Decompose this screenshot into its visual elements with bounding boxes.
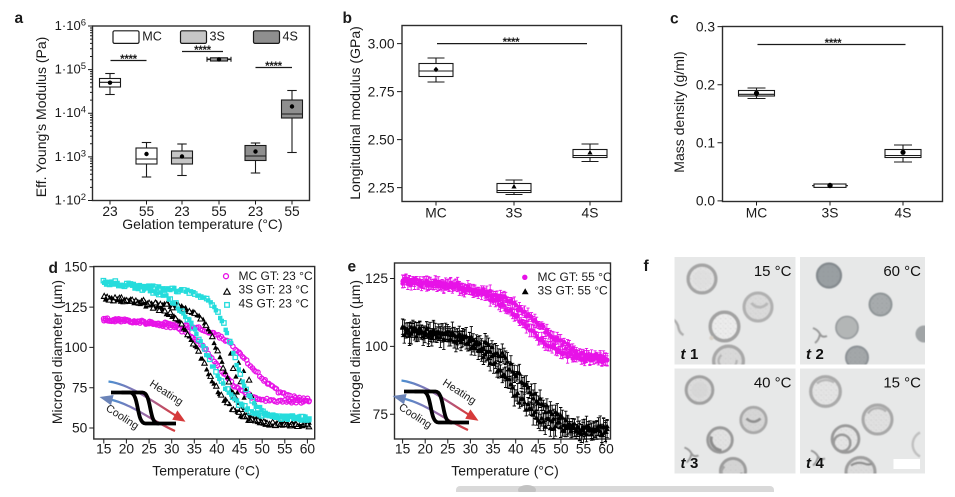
svg-text:23: 23 [248, 204, 264, 219]
svg-text:50: 50 [255, 441, 271, 456]
svg-text:Eff. Young’s Modulus (Pa): Eff. Young’s Modulus (Pa) [33, 37, 49, 198]
svg-text:3S GT: 55 °C: 3S GT: 55 °C [538, 283, 608, 297]
svg-text:15: 15 [96, 441, 112, 456]
svg-text:25: 25 [141, 441, 157, 456]
svg-text:****: **** [503, 37, 521, 49]
svg-text:Gelation temperature (°C): Gelation temperature (°C) [122, 216, 282, 232]
svg-text:1·105: 1·105 [55, 61, 86, 77]
svg-text:25: 25 [440, 441, 456, 456]
svg-text:75: 75 [373, 407, 389, 422]
svg-text:t3: t3 [681, 455, 699, 472]
svg-text:100: 100 [365, 339, 388, 354]
svg-text:4S GT: 23 °C: 4S GT: 23 °C [239, 297, 309, 311]
svg-text:50: 50 [553, 441, 569, 456]
svg-text:****: **** [194, 45, 212, 57]
svg-text:100: 100 [64, 340, 87, 355]
svg-text:30: 30 [164, 441, 180, 456]
svg-text:125: 125 [64, 300, 87, 315]
svg-text:Temperature (°C): Temperature (°C) [152, 463, 260, 479]
svg-text:3S GT: 23 °C: 3S GT: 23 °C [239, 283, 309, 297]
svg-text:MC: MC [746, 206, 767, 221]
svg-text:150: 150 [64, 260, 87, 275]
svg-text:0.0: 0.0 [696, 194, 716, 209]
svg-text:t1: t1 [681, 346, 699, 363]
svg-text:45: 45 [232, 441, 248, 456]
svg-text:b: b [343, 10, 352, 27]
svg-text:f: f [644, 258, 650, 275]
svg-text:40 °C: 40 °C [754, 375, 792, 392]
svg-text:4S: 4S [582, 206, 599, 221]
svg-text:15 °C: 15 °C [754, 263, 792, 280]
svg-text:15 °C: 15 °C [883, 375, 921, 392]
svg-text:MC: MC [142, 29, 162, 43]
svg-text:55: 55 [211, 204, 227, 219]
svg-text:23: 23 [102, 204, 118, 219]
svg-text:4S: 4S [283, 29, 298, 43]
svg-text:2.25: 2.25 [368, 180, 395, 195]
svg-text:2.75: 2.75 [368, 84, 395, 99]
svg-text:0.3: 0.3 [696, 19, 716, 34]
svg-text:MC GT: 23 °C: MC GT: 23 °C [239, 269, 313, 283]
svg-text:55: 55 [284, 204, 300, 219]
svg-text:55: 55 [277, 441, 293, 456]
svg-text:125: 125 [365, 271, 388, 286]
svg-text:3S: 3S [822, 206, 839, 221]
svg-text:1·102: 1·102 [55, 192, 86, 208]
svg-text:75: 75 [72, 380, 88, 395]
svg-text:0.1: 0.1 [696, 136, 715, 151]
svg-text:1·106: 1·106 [55, 18, 86, 34]
svg-text:****: **** [825, 38, 843, 50]
svg-text:Microgel diameter (µm): Microgel diameter (µm) [347, 280, 363, 424]
svg-text:1·103: 1·103 [55, 148, 86, 164]
svg-text:3S: 3S [210, 29, 225, 43]
svg-text:****: **** [120, 54, 138, 66]
svg-text:Microgel diameter (µm): Microgel diameter (µm) [49, 280, 65, 424]
svg-text:t2: t2 [806, 346, 824, 363]
svg-text:****: **** [265, 61, 283, 73]
svg-text:Longitudinal modulus (GPa): Longitudinal modulus (GPa) [347, 26, 363, 200]
svg-text:35: 35 [187, 441, 203, 456]
svg-text:50: 50 [72, 421, 88, 436]
svg-text:60 °C: 60 °C [883, 263, 921, 280]
svg-text:Mass density (g/ml): Mass density (g/ml) [671, 51, 687, 172]
svg-text:Temperature (°C): Temperature (°C) [451, 463, 559, 479]
svg-text:55: 55 [139, 204, 155, 219]
svg-text:40: 40 [508, 441, 524, 456]
svg-text:20: 20 [418, 441, 434, 456]
svg-text:60: 60 [598, 441, 614, 456]
svg-text:2.50: 2.50 [368, 132, 395, 147]
svg-text:35: 35 [485, 441, 501, 456]
svg-text:c: c [670, 11, 679, 28]
svg-text:e: e [348, 259, 357, 276]
svg-text:23: 23 [174, 204, 190, 219]
svg-text:30: 30 [463, 441, 479, 456]
svg-text:15: 15 [395, 441, 411, 456]
svg-text:60: 60 [300, 441, 316, 456]
svg-text:MC: MC [425, 206, 446, 221]
svg-text:45: 45 [531, 441, 547, 456]
svg-text:40: 40 [209, 441, 225, 456]
svg-text:MC GT: 55 °C: MC GT: 55 °C [538, 270, 612, 284]
svg-text:3S: 3S [506, 206, 523, 221]
svg-text:3.00: 3.00 [368, 36, 395, 51]
svg-text:4S: 4S [895, 206, 912, 221]
svg-text:a: a [15, 10, 24, 27]
svg-text:1·104: 1·104 [55, 105, 86, 121]
svg-text:d: d [49, 260, 58, 277]
svg-text:0.2: 0.2 [696, 77, 715, 92]
svg-text:55: 55 [576, 441, 592, 456]
svg-text:20: 20 [119, 441, 135, 456]
svg-text:t4: t4 [806, 455, 825, 472]
